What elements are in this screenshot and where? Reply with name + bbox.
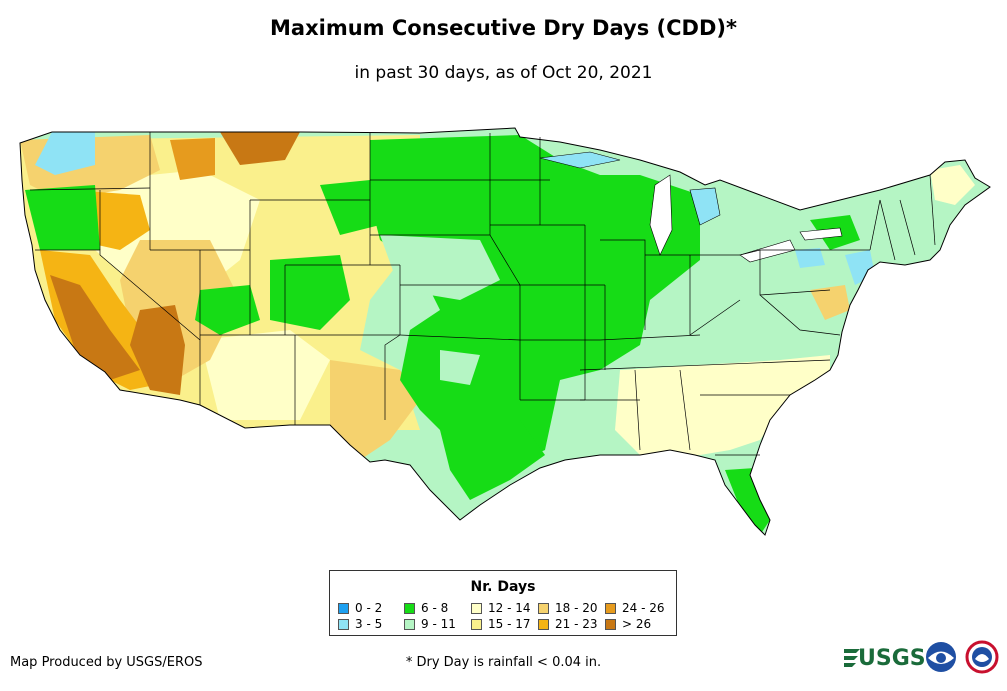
legend-swatch — [404, 619, 415, 630]
usgs-logo-text: USGS — [858, 646, 926, 671]
usgs-logo: USGS — [844, 646, 926, 671]
legend-swatch — [605, 603, 616, 614]
legend-swatch — [471, 603, 482, 614]
legend-label: 15 - 17 — [488, 617, 531, 631]
legend-item: > 26 — [605, 618, 651, 631]
legend-swatch — [338, 603, 349, 614]
legend-label: 3 - 5 — [355, 617, 383, 631]
map-title: Maximum Consecutive Dry Days (CDD)* — [270, 16, 737, 40]
us-cdd-map — [19, 127, 991, 536]
legend-swatch — [471, 619, 482, 630]
legend-title: Nr. Days — [470, 579, 536, 595]
map-credit: Map Produced by USGS/EROS — [10, 655, 203, 670]
legend-item: 9 - 11 — [404, 618, 456, 631]
legend-item: 6 - 8 — [404, 602, 448, 615]
agency-logos: USGS — [844, 640, 999, 674]
legend-item: 12 - 14 — [471, 602, 531, 615]
legend-item: 3 - 5 — [338, 618, 382, 631]
legend-label: 0 - 2 — [355, 601, 383, 615]
dry-day-footnote: * Dry Day is rainfall < 0.04 in. — [405, 655, 602, 670]
legend-swatch — [338, 619, 349, 630]
nws-logo — [965, 640, 999, 674]
legend-label: > 26 — [622, 617, 652, 631]
legend-label: 9 - 11 — [421, 617, 456, 631]
legend-swatch — [538, 603, 549, 614]
legend-item: 24 - 26 — [605, 602, 665, 615]
legend-label: 24 - 26 — [622, 601, 665, 615]
legend-item: 15 - 17 — [471, 618, 531, 631]
legend-item: 18 - 20 — [538, 602, 598, 615]
legend-label: 12 - 14 — [488, 601, 531, 615]
legend-box: Nr. Days 0 - 2 3 - 5 6 - 8 9 - 11 12 - 1… — [329, 570, 677, 636]
map-subtitle: in past 30 days, as of Oct 20, 2021 — [354, 63, 653, 83]
legend-item: 21 - 23 — [538, 618, 598, 631]
legend-swatch — [605, 619, 616, 630]
legend-label: 6 - 8 — [421, 601, 449, 615]
legend-label: 18 - 20 — [555, 601, 598, 615]
legend-swatch — [404, 603, 415, 614]
legend-item: 0 - 2 — [338, 602, 382, 615]
legend-label: 21 - 23 — [555, 617, 598, 631]
noaa-logo — [926, 642, 956, 672]
legend-swatch — [538, 619, 549, 630]
